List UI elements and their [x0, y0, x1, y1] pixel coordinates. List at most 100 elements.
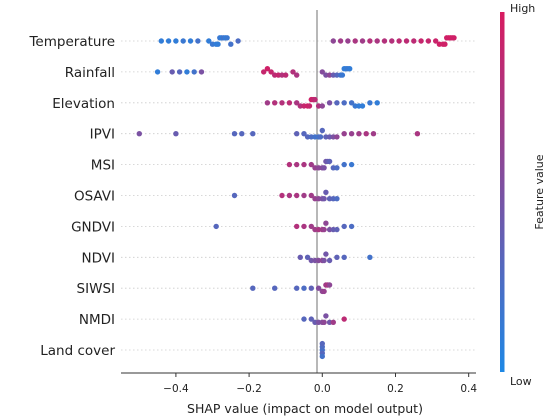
- shap-point: [433, 38, 439, 44]
- shap-point: [198, 69, 205, 75]
- shap-point: [279, 100, 285, 106]
- shap-point: [315, 165, 322, 171]
- shap-point: [337, 38, 344, 44]
- shap-point: [339, 72, 346, 78]
- shap-point: [286, 192, 293, 199]
- shap-point: [323, 220, 329, 226]
- x-tick-label: 0.0: [314, 383, 331, 395]
- colorbar-high-label: High: [510, 2, 535, 15]
- feature-label: Elevation: [52, 96, 115, 112]
- shap-point: [374, 38, 380, 44]
- shap-point: [136, 131, 142, 137]
- shap-point: [348, 161, 355, 168]
- shap-point: [367, 254, 373, 260]
- shap-point: [326, 158, 333, 165]
- shap-point: [283, 72, 289, 78]
- shap-point: [294, 192, 300, 199]
- shap-point: [215, 41, 221, 47]
- shap-point: [347, 66, 353, 72]
- shap-point: [411, 38, 417, 44]
- shap-point: [414, 131, 421, 137]
- shap-point: [264, 100, 271, 106]
- shap-point: [321, 319, 327, 325]
- shap-point: [451, 35, 457, 41]
- shap-point: [352, 103, 358, 109]
- shap-point: [326, 100, 333, 106]
- shap-points: [136, 35, 457, 360]
- shap-point: [315, 226, 322, 233]
- shap-point: [308, 223, 314, 230]
- shap-point: [323, 72, 329, 78]
- shap-point: [389, 38, 395, 44]
- shap-point: [352, 38, 358, 44]
- shap-point: [367, 100, 373, 106]
- x-tick-label: 0.2: [387, 383, 404, 395]
- shap-point: [321, 165, 327, 171]
- shap-point: [304, 254, 311, 260]
- shap-point: [224, 35, 230, 41]
- shap-point: [315, 196, 322, 202]
- shap-point: [206, 38, 212, 44]
- shap-point: [363, 131, 369, 137]
- shap-point: [326, 282, 333, 288]
- shap-point: [359, 103, 366, 109]
- shap-point: [191, 69, 197, 75]
- shap-point: [323, 251, 329, 257]
- shap-point: [239, 131, 245, 137]
- shap-point: [301, 161, 307, 168]
- shap-point: [294, 285, 300, 291]
- shap-point: [308, 257, 314, 264]
- shap-point: [326, 257, 333, 264]
- x-tick-label: −0.4: [163, 383, 189, 395]
- colorbar-low-label: Low: [510, 375, 532, 388]
- shap-point: [315, 103, 322, 109]
- shap-point: [165, 38, 172, 44]
- shap-point: [396, 38, 402, 44]
- shap-point: [301, 316, 307, 322]
- shap-point: [341, 223, 347, 230]
- shap-point: [261, 69, 267, 75]
- shap-point: [290, 69, 296, 75]
- shap-point: [326, 196, 333, 202]
- shap-point: [228, 41, 234, 47]
- shap-point: [326, 134, 333, 140]
- colorbar-title: Feature value: [533, 154, 546, 229]
- shap-point: [334, 165, 340, 171]
- shap-point: [323, 313, 329, 319]
- shap-point: [326, 319, 333, 325]
- shap-point: [180, 38, 186, 44]
- shap-point: [330, 38, 336, 44]
- shap-point: [418, 38, 424, 44]
- shap-point: [315, 319, 322, 325]
- shap-point: [272, 100, 278, 106]
- shap-point: [334, 100, 340, 106]
- shap-point: [381, 38, 388, 44]
- shap-point: [286, 161, 293, 168]
- shap-point: [319, 69, 325, 75]
- feature-label: Rainfall: [65, 65, 115, 81]
- shap-point: [297, 254, 303, 260]
- shap-point: [301, 131, 307, 137]
- feature-label: MSI: [91, 158, 115, 174]
- shap-point: [301, 223, 307, 230]
- shap-point: [319, 103, 325, 109]
- shap-point: [330, 319, 336, 325]
- shap-point: [209, 41, 216, 47]
- x-tick-label: −0.2: [236, 383, 262, 395]
- shap-point: [321, 226, 327, 233]
- shap-point: [348, 100, 355, 106]
- shap-point: [319, 353, 325, 360]
- shap-point: [341, 316, 347, 322]
- shap-point: [184, 69, 190, 75]
- shap-point: [334, 134, 340, 140]
- shap-point: [294, 100, 300, 106]
- shap-point: [279, 72, 285, 78]
- shap-point: [345, 38, 351, 44]
- shap-point: [321, 288, 327, 295]
- feature-label: Land cover: [40, 343, 115, 359]
- shap-point: [294, 131, 300, 137]
- feature-label: NMDI: [79, 312, 115, 328]
- shap-point: [374, 100, 380, 106]
- shap-point: [321, 196, 327, 202]
- shap-point: [279, 192, 285, 199]
